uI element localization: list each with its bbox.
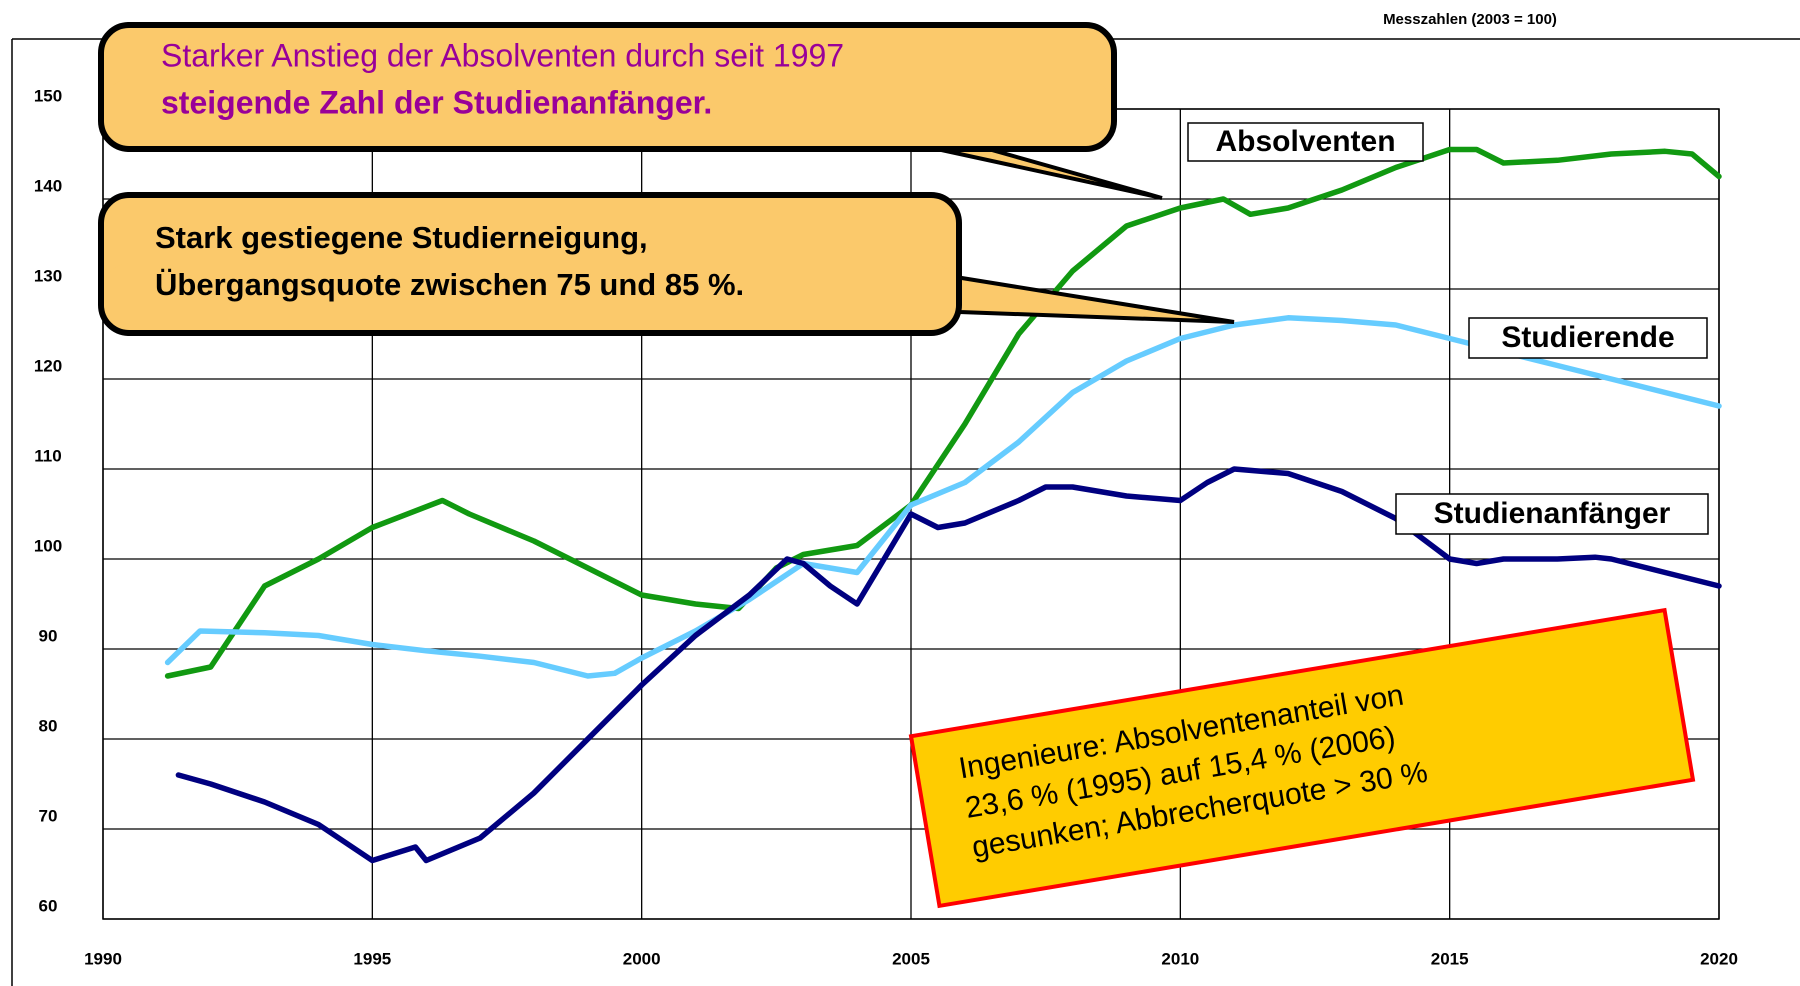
series-line (164, 146, 1722, 679)
callout-text: Starker Anstieg der Absolventen durch se… (161, 37, 844, 73)
y-tick-label: 60 (39, 896, 58, 915)
callout-text: steigende Zahl der Studienanfänger. (161, 84, 712, 120)
y-tick-label: 90 (39, 626, 58, 645)
legend-label: Absolventen (1215, 125, 1395, 158)
y-tick-label: 150 (34, 86, 62, 105)
legend-box (1468, 317, 1708, 359)
callout-tail-join (104, 79, 1111, 145)
callout-text: Übergangsquote zwischen 75 und 85 %. (155, 267, 744, 302)
series-line (164, 315, 1722, 679)
callout-tail-join (104, 263, 956, 329)
overlays: Absolventen Studierende Studienanfänger Sta… (98, 22, 1709, 909)
x-tick-label: 2015 (1431, 949, 1469, 968)
series-line (175, 466, 1722, 864)
legend-box (1395, 493, 1709, 535)
note-box-rect (908, 607, 1696, 909)
legend-label: Studienanfänger (1434, 497, 1671, 530)
callout-text: Stark gestiegene Studierneigung, (155, 220, 648, 255)
y-tick-label: 130 (34, 266, 62, 285)
y-tick-label: 140 (34, 176, 62, 195)
x-tick-label: 2010 (1161, 949, 1199, 968)
x-tick-label: 1990 (84, 949, 122, 968)
legend-box (1187, 122, 1424, 162)
plot: 60 70 80 90 100 110 120 130 140 150 1990 1995 2000 20… (34, 86, 1738, 968)
y-tick-label: 80 (39, 716, 58, 735)
x-tick-label: 2005 (892, 949, 930, 968)
chart-title: Messzahlen (2003 = 100) (1383, 11, 1557, 28)
x-tick-label: 1995 (353, 949, 391, 968)
x-tick-label: 2020 (1700, 949, 1738, 968)
x-tick-label: 2000 (623, 949, 661, 968)
y-tick-label: 110 (34, 446, 61, 465)
y-tick-label: 100 (34, 536, 62, 555)
y-tick-label: 70 (39, 806, 58, 825)
y-tick-label: 120 (34, 356, 62, 375)
legend-label: Studierende (1501, 321, 1674, 354)
